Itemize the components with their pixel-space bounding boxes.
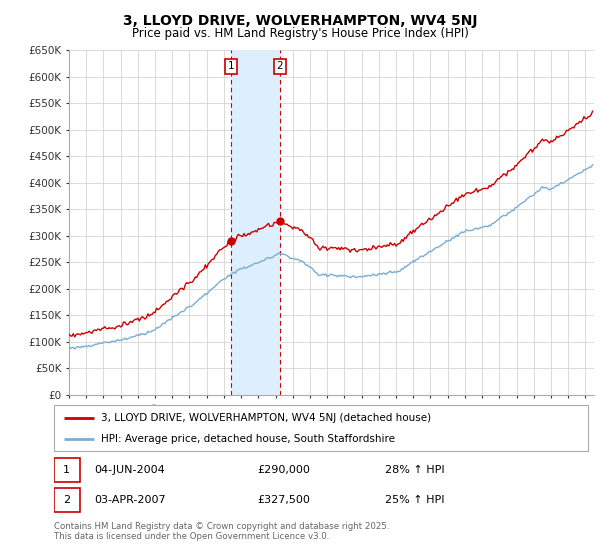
Bar [54,488,80,512]
Text: 25% ↑ HPI: 25% ↑ HPI [385,495,445,505]
Text: 1: 1 [228,61,235,71]
Text: Price paid vs. HM Land Registry's House Price Index (HPI): Price paid vs. HM Land Registry's House … [131,27,469,40]
Text: 3, LLOYD DRIVE, WOLVERHAMPTON, WV4 5NJ (detached house): 3, LLOYD DRIVE, WOLVERHAMPTON, WV4 5NJ (… [101,413,431,423]
Bar [231,50,280,395]
Text: HPI: Average price, detached house, South Staffordshire: HPI: Average price, detached house, Sout… [101,435,395,444]
Text: 03-APR-2007: 03-APR-2007 [94,495,166,505]
Text: 28% ↑ HPI: 28% ↑ HPI [385,465,445,475]
Bar [54,459,80,482]
Text: 3, LLOYD DRIVE, WOLVERHAMPTON, WV4 5NJ: 3, LLOYD DRIVE, WOLVERHAMPTON, WV4 5NJ [123,14,477,28]
FancyBboxPatch shape [54,405,588,451]
Text: 04-JUN-2004: 04-JUN-2004 [94,465,165,475]
Text: 1: 1 [64,465,70,475]
Text: 2: 2 [63,495,70,505]
Text: Contains HM Land Registry data © Crown copyright and database right 2025.
This d: Contains HM Land Registry data © Crown c… [54,522,389,542]
Text: 2: 2 [277,61,283,71]
Text: £290,000: £290,000 [257,465,310,475]
Text: £327,500: £327,500 [257,495,310,505]
